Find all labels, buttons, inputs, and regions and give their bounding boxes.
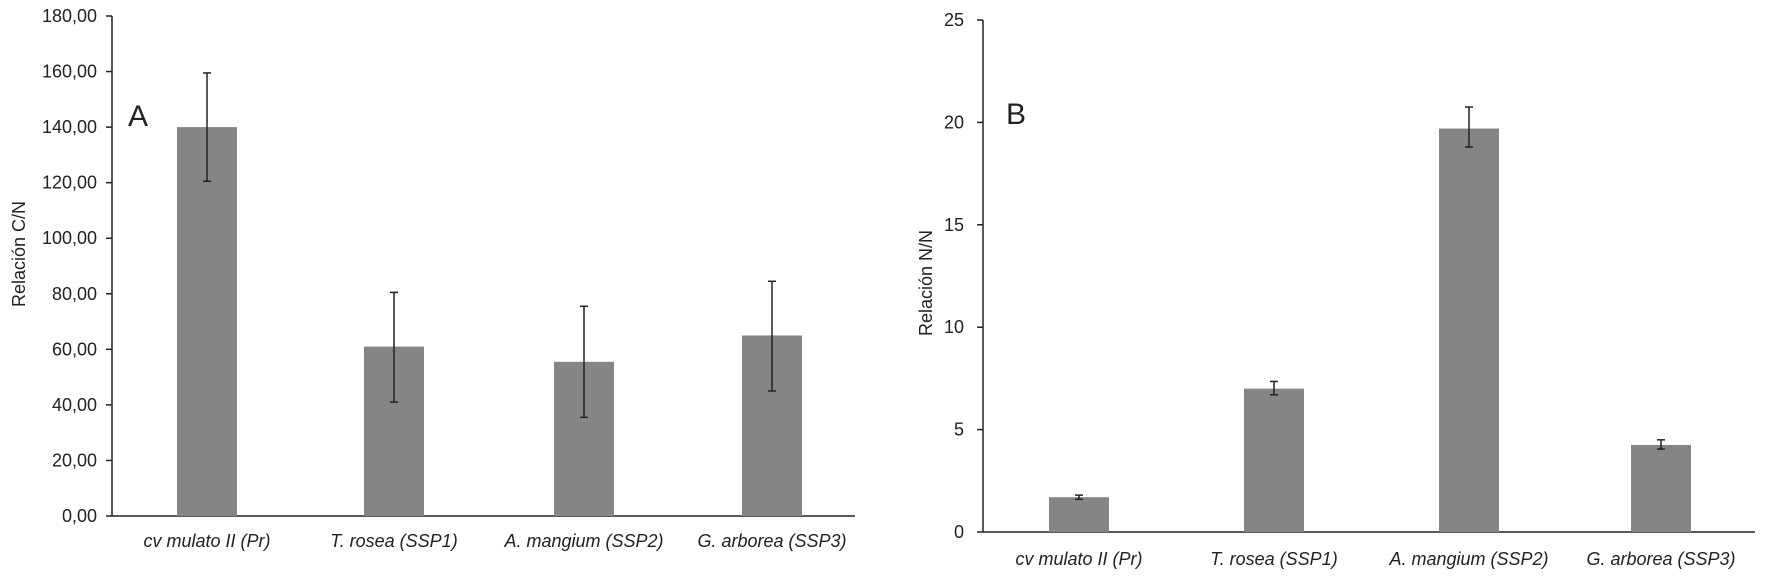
chart-b-category-label: G. arborea (SSP3) — [1586, 549, 1735, 569]
chart-a-y-tick-label: 160,00 — [42, 62, 97, 82]
chart-a-y-tick-label: 0,00 — [62, 506, 97, 526]
chart-b-panel-label: B — [1006, 98, 1026, 131]
chart-a-y-tick-label: 60,00 — [52, 339, 97, 359]
chart-b-bar — [1631, 444, 1691, 532]
chart-b-category-label: T. rosea (SSP1) — [1210, 549, 1337, 569]
chart-b-bar — [1049, 497, 1109, 532]
chart-a-category-label: G. arborea (SSP3) — [697, 531, 846, 551]
chart-a-y-axis-label: Relación C/N — [9, 201, 29, 307]
chart-b-y-tick-label: 15 — [944, 215, 964, 235]
chart-b-y-axis-label: Relación N/N — [916, 230, 936, 336]
chart-b-y-tick-label: 5 — [954, 420, 964, 440]
chart-a-y-tick-label: 40,00 — [52, 395, 97, 415]
chart-a-category-label: T. rosea (SSP1) — [330, 531, 457, 551]
chart-b-bar — [1244, 388, 1304, 532]
chart-a-y-tick-label: 20,00 — [52, 450, 97, 470]
chart-b-category-label: A. mangium (SSP2) — [1388, 549, 1548, 569]
chart-a-y-tick-label: 100,00 — [42, 228, 97, 248]
chart-b-relacion-nn: 0 5 10 15 20 25 cv mulato II (Pr) T. rosea (SSP… — [916, 10, 1755, 569]
chart-a-y-tick-label: 120,00 — [42, 173, 97, 193]
chart-a-y-tick-label: 140,00 — [42, 117, 97, 137]
chart-a-panel-label: A — [128, 100, 148, 133]
chart-b-y-tick-label: 20 — [944, 112, 964, 132]
chart-b-y-tick-label: 0 — [954, 522, 964, 542]
chart-a-category-label: A. mangium (SSP2) — [503, 531, 663, 551]
chart-b-bar — [1439, 128, 1499, 532]
chart-a-category-label: cv mulato II (Pr) — [143, 531, 270, 551]
chart-a-y-tick-label: 180,00 — [42, 6, 97, 26]
chart-b-category-label: cv mulato II (Pr) — [1015, 549, 1142, 569]
chart-b-y-tick-label: 25 — [944, 10, 964, 30]
chart-a-y-tick-label: 80,00 — [52, 284, 97, 304]
chart-a-bar — [177, 127, 237, 516]
chart-b-y-tick-label: 10 — [944, 317, 964, 337]
chart-a-relacion-cn: 0,00 20,00 40,00 60,00 80,00 100,00 120,00 140,… — [9, 6, 855, 551]
